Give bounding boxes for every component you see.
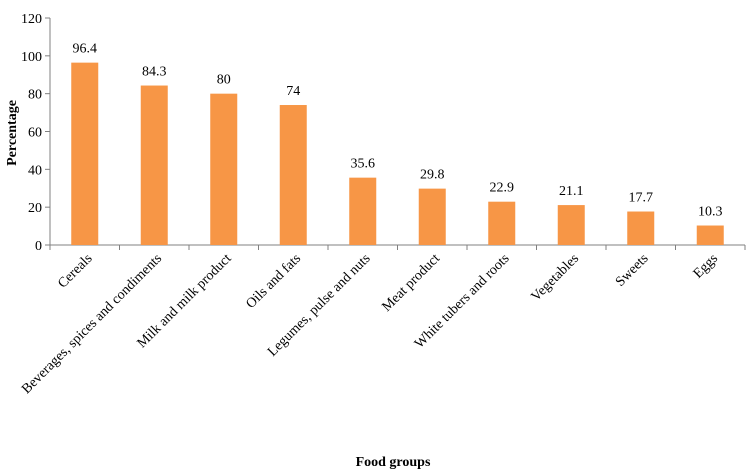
x-axis [49, 244, 746, 250]
y-axis: 0 20 40 60 80 100 120 [21, 12, 51, 254]
y-tick-label: 120 [21, 12, 42, 27]
bar [696, 225, 724, 245]
y-tick-label: 100 [21, 50, 42, 65]
category-label: Meat product [379, 251, 443, 315]
bar [349, 177, 377, 245]
category-label: Beverages, spices and condiments [19, 251, 165, 397]
data-label: 10.3 [698, 205, 723, 220]
bar [279, 105, 307, 246]
bar [210, 93, 238, 246]
y-tick-label: 80 [28, 88, 42, 103]
y-tick-label: 0 [35, 239, 42, 254]
data-label: 22.9 [490, 181, 515, 196]
category-label: Vegetables [529, 251, 582, 304]
bar [418, 188, 446, 245]
data-label: 80 [217, 73, 231, 88]
data-labels: 96.4 84.3 80 74 35.6 29.8 22.9 21.1 17.7 10.3 [73, 42, 723, 220]
y-tick-label: 60 [28, 126, 42, 141]
y-axis-title: Percentage [5, 100, 20, 166]
data-label: 21.1 [559, 184, 584, 199]
bars [71, 62, 724, 246]
data-label: 74 [286, 84, 300, 99]
y-tick-label: 40 [28, 163, 42, 178]
bar [140, 85, 168, 245]
bar [627, 211, 655, 245]
x-axis-title: Food groups [356, 455, 431, 470]
data-label: 17.7 [629, 191, 654, 206]
bar [488, 201, 516, 245]
category-label: Oils and fats [243, 251, 304, 312]
category-label: Sweets [613, 251, 652, 290]
category-label: Cereals [55, 251, 95, 291]
category-label: Eggs [691, 251, 721, 281]
data-label: 35.6 [351, 157, 376, 172]
data-label: 96.4 [73, 42, 98, 57]
data-label: 84.3 [142, 65, 167, 80]
bar [557, 205, 585, 245]
y-tick-label: 20 [28, 201, 42, 216]
data-label: 29.8 [420, 168, 445, 183]
bar [71, 62, 99, 245]
